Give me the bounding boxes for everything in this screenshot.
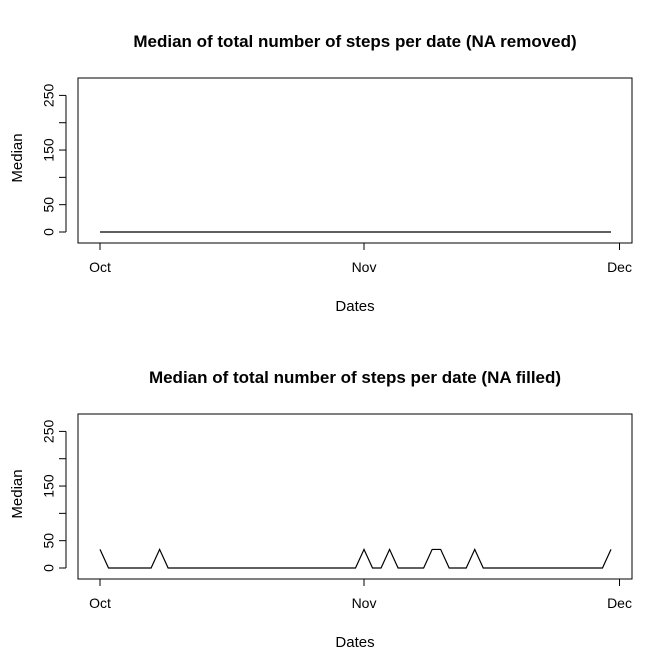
x-axis-label: Dates [335,298,374,315]
y-tick-label: 250 [41,84,57,108]
x-axis-label: Dates [335,634,374,651]
plot-frame [77,413,633,580]
y-axis-label: Median [9,133,26,182]
y-tick-label: 150 [41,474,57,498]
x-tick-label: Nov [352,259,377,275]
plot-frame [77,77,633,244]
chart-title: Median of total number of steps per date… [133,32,576,51]
y-tick-label: 50 [41,197,57,213]
y-tick-label: 250 [41,420,57,444]
y-axis-label: Median [9,469,26,518]
x-tick-label: Oct [89,259,111,275]
x-tick-label: Dec [607,259,632,275]
y-tick-label: 150 [41,138,57,162]
y-tick-label: 50 [41,533,57,549]
x-tick-label: Nov [352,595,377,611]
series-line [99,547,612,569]
y-tick-label: 0 [41,228,57,236]
x-tick-label: Oct [89,595,111,611]
x-tick-label: Dec [607,595,632,611]
chart-title: Median of total number of steps per date… [149,368,561,387]
y-tick-label: 0 [41,564,57,572]
